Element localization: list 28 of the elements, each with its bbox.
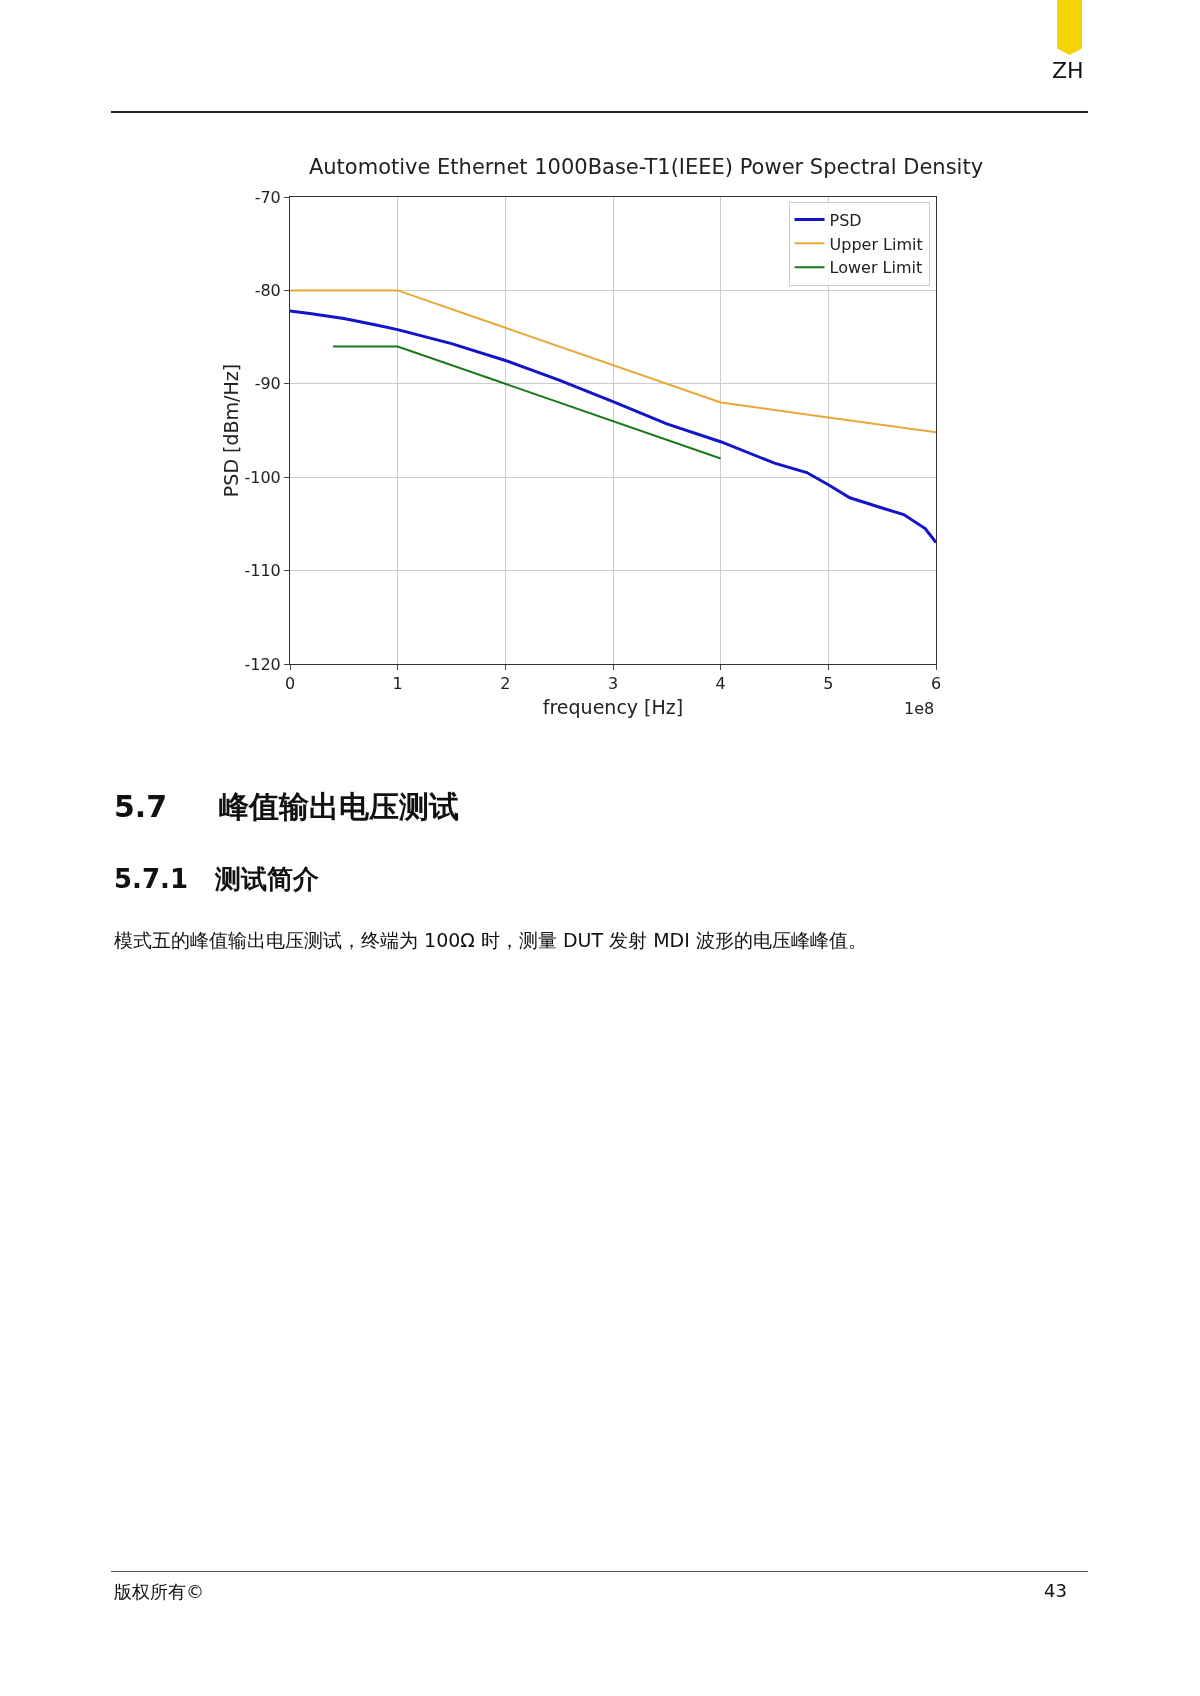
text: 1e8	[904, 699, 935, 718]
x-tick-label: 2	[500, 674, 511, 694]
x-tick-label: 0	[284, 674, 296, 694]
legend-label: Upper Limit	[829, 234, 923, 254]
chart-title: Automotive Ethernet 1000Base-T1(IEEE) Power Spectral Density	[308, 154, 984, 179]
y-tick-label: -70	[254, 187, 281, 207]
legend-label: Lower Limit	[829, 258, 923, 278]
text: ZH	[1052, 58, 1084, 83]
x-tick-label: 6	[930, 674, 942, 694]
y-tick-label: -120	[244, 654, 281, 674]
text: 43	[1044, 1580, 1067, 1601]
x-tick-label: 5	[823, 674, 834, 694]
x-tick-label: 1	[392, 674, 403, 694]
text: 版权所有©	[114, 1580, 204, 1604]
text: 模式五的峰值输出电压测试，终端为 100Ω 时，测量 DUT 发射 MDI 波形的电压峰峰值。	[114, 928, 867, 953]
y-tick-label: -80	[254, 281, 281, 300]
x-tick-label: 4	[715, 674, 726, 694]
legend-label: PSD	[829, 210, 862, 230]
y-tick-label: -90	[254, 374, 281, 394]
y-axis-title: PSD [dBm/Hz]	[220, 363, 243, 498]
x-axis-title: frequency [Hz]	[542, 696, 684, 718]
line-series	[290, 289, 936, 434]
text: 5.7.1 测试简介	[114, 863, 320, 896]
y-tick-label: -100	[244, 467, 281, 487]
y-tick-label: -110	[244, 561, 281, 581]
text: 5.7 峰值输出电压测试	[114, 788, 460, 826]
line-series	[290, 309, 936, 545]
x-tick-label: 3	[607, 674, 619, 694]
